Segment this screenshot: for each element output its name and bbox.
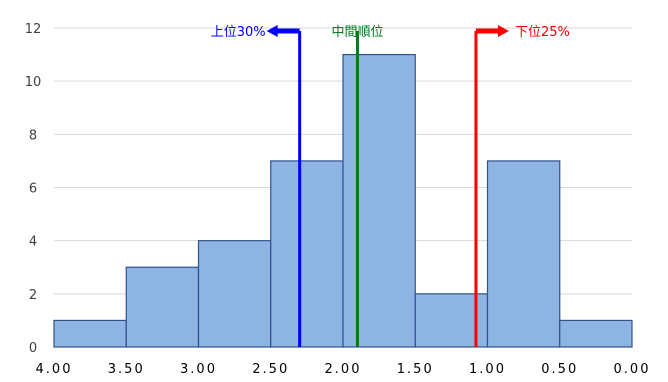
x-tick-label: 0.00 [614, 362, 651, 377]
histogram-bar-3 [270, 160, 344, 348]
median-marker-label: 中間順位 [331, 25, 383, 40]
y-tick-label: 10 [25, 75, 42, 90]
threshold-markers: 上位30% 中間順位 下位25% [211, 25, 570, 347]
y-axis-ticks: 0 2 4 6 8 10 12 [25, 22, 42, 356]
x-axis-ticks: 4.00 3.50 3.00 2.50 2.00 1.50 1.00 0.50 0.00 [36, 362, 651, 377]
histogram-bar-7 [559, 319, 633, 348]
histogram-bar-6 [486, 160, 561, 348]
x-tick-label: 2.00 [325, 362, 362, 377]
y-tick-label: 12 [25, 22, 42, 37]
x-tick-label: 3.50 [108, 362, 145, 377]
histogram-bar-2 [197, 240, 272, 348]
histogram-bar-0 [53, 319, 127, 348]
arrow-left-icon [266, 25, 278, 37]
upper-marker-label: 上位30% [211, 25, 266, 40]
histogram-bar-4 [342, 53, 416, 348]
x-tick-label: 2.50 [252, 362, 289, 377]
y-tick-label: 2 [29, 288, 37, 303]
lower-marker-label: 下位25% [515, 25, 570, 40]
x-tick-label: 4.00 [36, 362, 73, 377]
x-tick-label: 0.50 [541, 362, 578, 377]
histogram-bar-1 [125, 266, 200, 348]
y-tick-label: 0 [29, 341, 37, 356]
y-tick-label: 8 [29, 128, 37, 143]
x-tick-label: 1.50 [397, 362, 434, 377]
arrow-right-icon [497, 25, 509, 37]
y-tick-label: 4 [29, 235, 37, 250]
histogram-bars [53, 53, 633, 348]
y-tick-label: 6 [29, 182, 37, 197]
x-tick-label: 3.00 [180, 362, 217, 377]
x-tick-label: 1.00 [469, 362, 506, 377]
